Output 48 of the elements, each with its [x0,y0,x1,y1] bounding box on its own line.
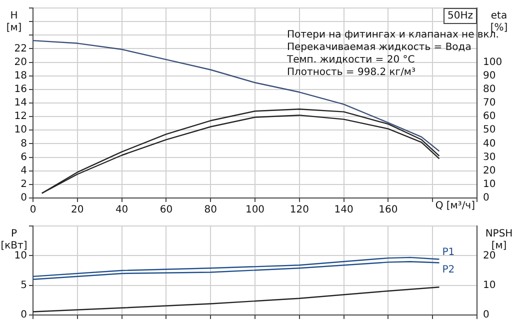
y2-tick-label: 50 [483,124,496,136]
y-tick-label: 16 [14,84,27,96]
y-tick-label: 8 [20,138,27,150]
annotation: 50Hz [448,10,473,22]
y-tick-label: 18 [14,70,27,82]
y2-tick-label: 30 [483,152,496,163]
y-axis-title: H [м] [6,10,22,34]
y-tick-label: 10 [14,124,27,136]
y-tick-label: 12 [14,111,27,122]
y2-tick-label: 90 [483,70,496,82]
x-axis-title: Q [м³/ч] [435,200,476,212]
x-tick-label: 0 [30,204,36,216]
annotation: Перекачиваемая жидкость = Вода [287,42,472,54]
x-tick-label: 80 [204,204,217,216]
y2-tick-label: 10 [483,179,496,190]
y2-tick-label: 20 [483,250,496,262]
y2-tick-label: 0 [483,192,490,204]
series-label: P2 [442,264,455,276]
y-tick-label: 5 [20,280,27,291]
y-axis-title: P [кВт] [0,228,28,252]
y-tick-label: 6 [20,152,27,163]
y2-tick-label: 0 [483,310,490,321]
x-tick-label: 60 [160,204,173,216]
x-tick-label: 40 [115,204,128,216]
y-tick-label: 10 [14,250,27,262]
y2-tick-label: 10 [483,280,496,291]
series-label: P1 [442,246,455,258]
y2-tick-label: 80 [483,84,496,96]
y-tick-label: 0 [20,192,27,204]
y-tick-label: 14 [14,98,27,109]
y-tick-label: 4 [20,165,27,176]
y-tick-label: 2 [20,179,27,190]
x-tick-label: 120 [290,204,309,216]
annotation: Темп. жидкости = 20 °C [286,54,415,66]
annotation: Плотность = 998.2 кг/м³ [287,67,416,78]
y2-tick-label: 40 [483,138,496,150]
y-tick-label: 20 [14,56,27,68]
y-tick-label: 0 [20,310,27,321]
x-tick-label: 20 [71,204,84,216]
y2-tick-label: 60 [483,111,496,122]
y2-tick-label: 70 [483,98,496,109]
y2-axis-title: NPSH [м] [485,228,513,252]
x-tick-label: 100 [245,204,265,216]
x-tick-label: 140 [334,204,354,216]
x-tick-label: 160 [378,204,398,216]
y2-tick-label: 100 [483,56,502,68]
y-tick-label: 22 [14,43,27,54]
y2-tick-label: 20 [483,165,496,176]
